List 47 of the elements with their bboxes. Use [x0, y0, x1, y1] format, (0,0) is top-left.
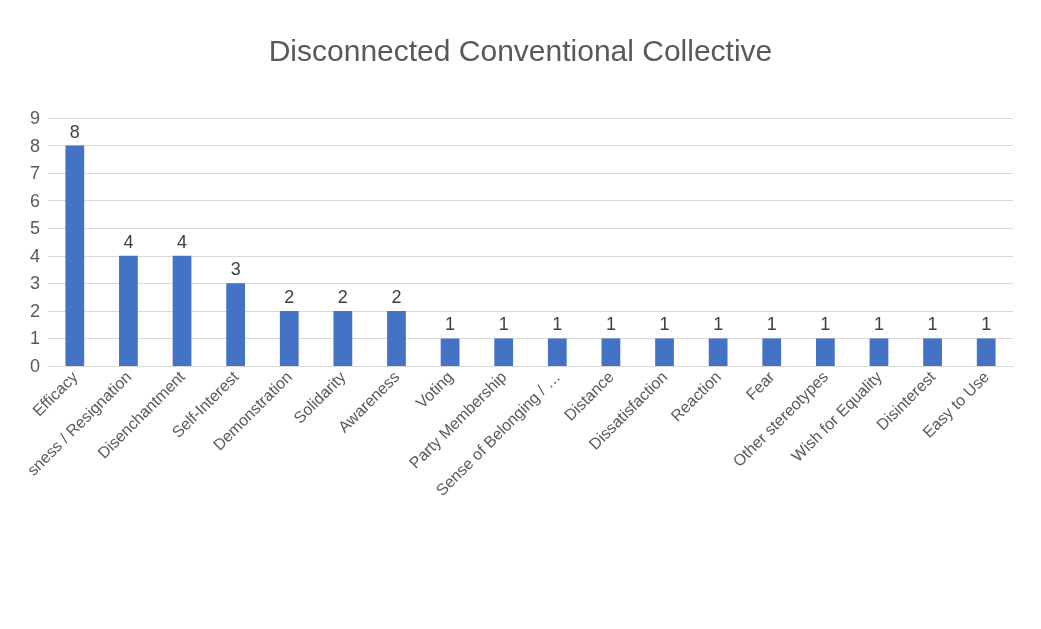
- data-label: 1: [713, 314, 724, 335]
- bar: [708, 338, 728, 366]
- bar: [869, 338, 889, 366]
- y-tick-label: 1: [29, 328, 40, 349]
- bar: [815, 338, 835, 366]
- data-label: 1: [445, 314, 456, 335]
- bar: [119, 255, 138, 366]
- bar: [440, 338, 460, 366]
- chart-title: Disconnected Conventional Collective: [268, 33, 773, 67]
- data-label: 2: [337, 286, 348, 307]
- bar: [923, 338, 942, 366]
- y-tick-label: 9: [29, 108, 40, 128]
- y-tick-label: 3: [29, 273, 40, 294]
- data-label: 1: [981, 314, 992, 335]
- data-label: 1: [766, 314, 777, 335]
- data-label: 1: [873, 314, 884, 335]
- y-tick-label: 6: [29, 190, 40, 211]
- bar: [279, 310, 299, 366]
- data-label: 1: [659, 314, 670, 335]
- bar: [976, 338, 996, 366]
- bar: [655, 338, 674, 366]
- bar: [333, 310, 353, 366]
- data-label: 2: [391, 286, 402, 307]
- bar: [494, 338, 514, 366]
- y-tick-label: 0: [29, 356, 40, 376]
- data-label: 1: [927, 314, 938, 335]
- data-label: 8: [69, 121, 80, 142]
- bar: [762, 338, 782, 366]
- bar: [65, 145, 85, 366]
- data-label: 2: [284, 286, 295, 307]
- y-tick-label: 5: [29, 218, 40, 239]
- bar: [226, 283, 246, 366]
- data-label: 4: [123, 231, 134, 252]
- bar: [172, 255, 192, 366]
- y-tick-label: 4: [29, 245, 40, 266]
- data-label: 1: [605, 314, 616, 335]
- y-tick-label: 2: [29, 300, 40, 321]
- y-tick-label: 8: [29, 135, 40, 156]
- data-label: 3: [230, 259, 241, 280]
- y-tick-label: 7: [29, 163, 40, 184]
- data-label: 1: [552, 314, 563, 335]
- data-label: 4: [177, 231, 188, 252]
- bar: [387, 310, 406, 366]
- data-label: 1: [498, 314, 509, 335]
- bar: [547, 338, 567, 366]
- data-label: 1: [820, 314, 831, 335]
- bar: [601, 338, 621, 366]
